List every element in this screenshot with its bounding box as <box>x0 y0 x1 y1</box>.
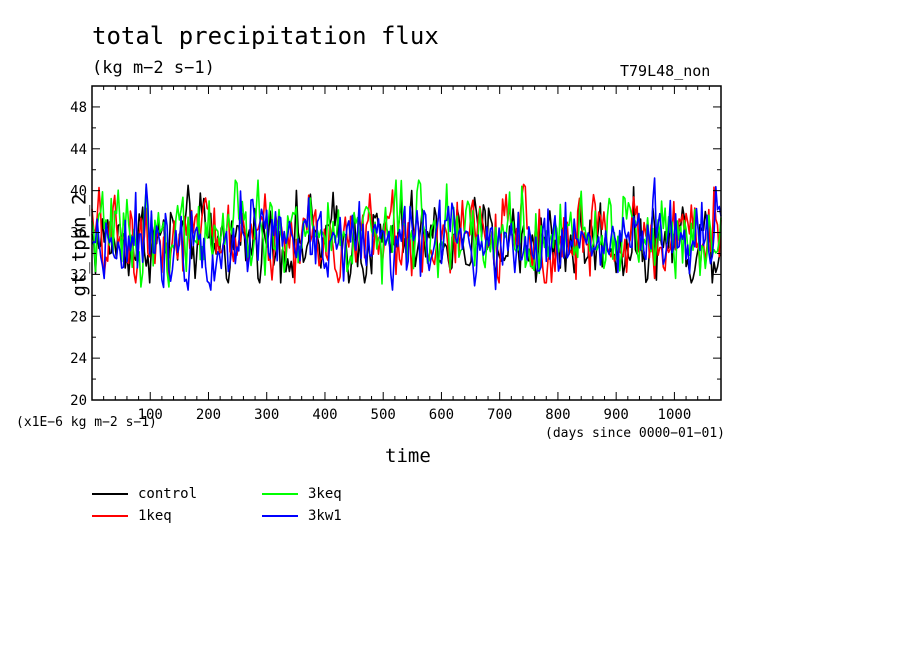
legend-swatch-control <box>92 493 128 495</box>
y-tick-label: 36 <box>70 226 87 242</box>
x-tick-label: 600 <box>429 407 454 423</box>
x-tick-label: 700 <box>487 407 512 423</box>
x-tick-label: 500 <box>371 407 396 423</box>
legend-label-3keq: 3keq <box>308 486 342 502</box>
legend-label-control: control <box>138 486 198 502</box>
legend-label-1keq: 1keq <box>138 508 172 524</box>
x-tick-label: 400 <box>312 407 337 423</box>
y-axis-label: gt_tppn_2 <box>68 193 91 297</box>
legend-label-3kw1: 3kw1 <box>308 508 342 524</box>
y-units-note: (x1E−6 kg m−2 s−1) <box>16 415 157 430</box>
series-layer <box>91 177 722 291</box>
tick-layer: 20 24 28 32 36 40 44 48 100 200 300 400 500 600 700 800… <box>70 85 721 423</box>
y-tick-label: 28 <box>70 309 87 325</box>
x-tick-label: 200 <box>196 407 221 423</box>
x-axis-label: time <box>385 445 431 467</box>
legend-item-1keq: 1keq <box>92 508 172 524</box>
series-line-3kw1 <box>91 177 722 291</box>
x-tick-label: 1000 <box>658 407 692 423</box>
y-tick-label: 20 <box>70 393 87 409</box>
x-tick-label: 300 <box>254 407 279 423</box>
x-tick-label: 900 <box>604 407 629 423</box>
y-tick-label: 44 <box>70 142 87 158</box>
x-tick-label: 100 <box>138 407 163 423</box>
x-units-note: (days since 0000−01−01) <box>545 426 726 441</box>
legend-item-control: control <box>92 486 197 502</box>
legend-item-3kw1: 3kw1 <box>262 508 342 524</box>
legend-swatch-1keq <box>92 515 128 517</box>
y-tick-label: 48 <box>70 100 87 116</box>
legend-swatch-3kw1 <box>262 515 298 517</box>
chart-subtitle-units: (kg m−2 s−1) <box>92 58 215 78</box>
run-id-label: T79L48_non <box>620 62 711 80</box>
legend-item-3keq: 3keq <box>262 486 342 502</box>
chart-title: total precipitation flux <box>92 22 439 50</box>
x-tick-label: 800 <box>545 407 570 423</box>
legend-swatch-3keq <box>262 493 298 495</box>
legend: control 1keq 3keq 3kw1 <box>92 486 512 530</box>
y-tick-label: 32 <box>70 267 87 283</box>
y-tick-label: 40 <box>70 184 87 200</box>
y-tick-label: 24 <box>70 351 87 367</box>
